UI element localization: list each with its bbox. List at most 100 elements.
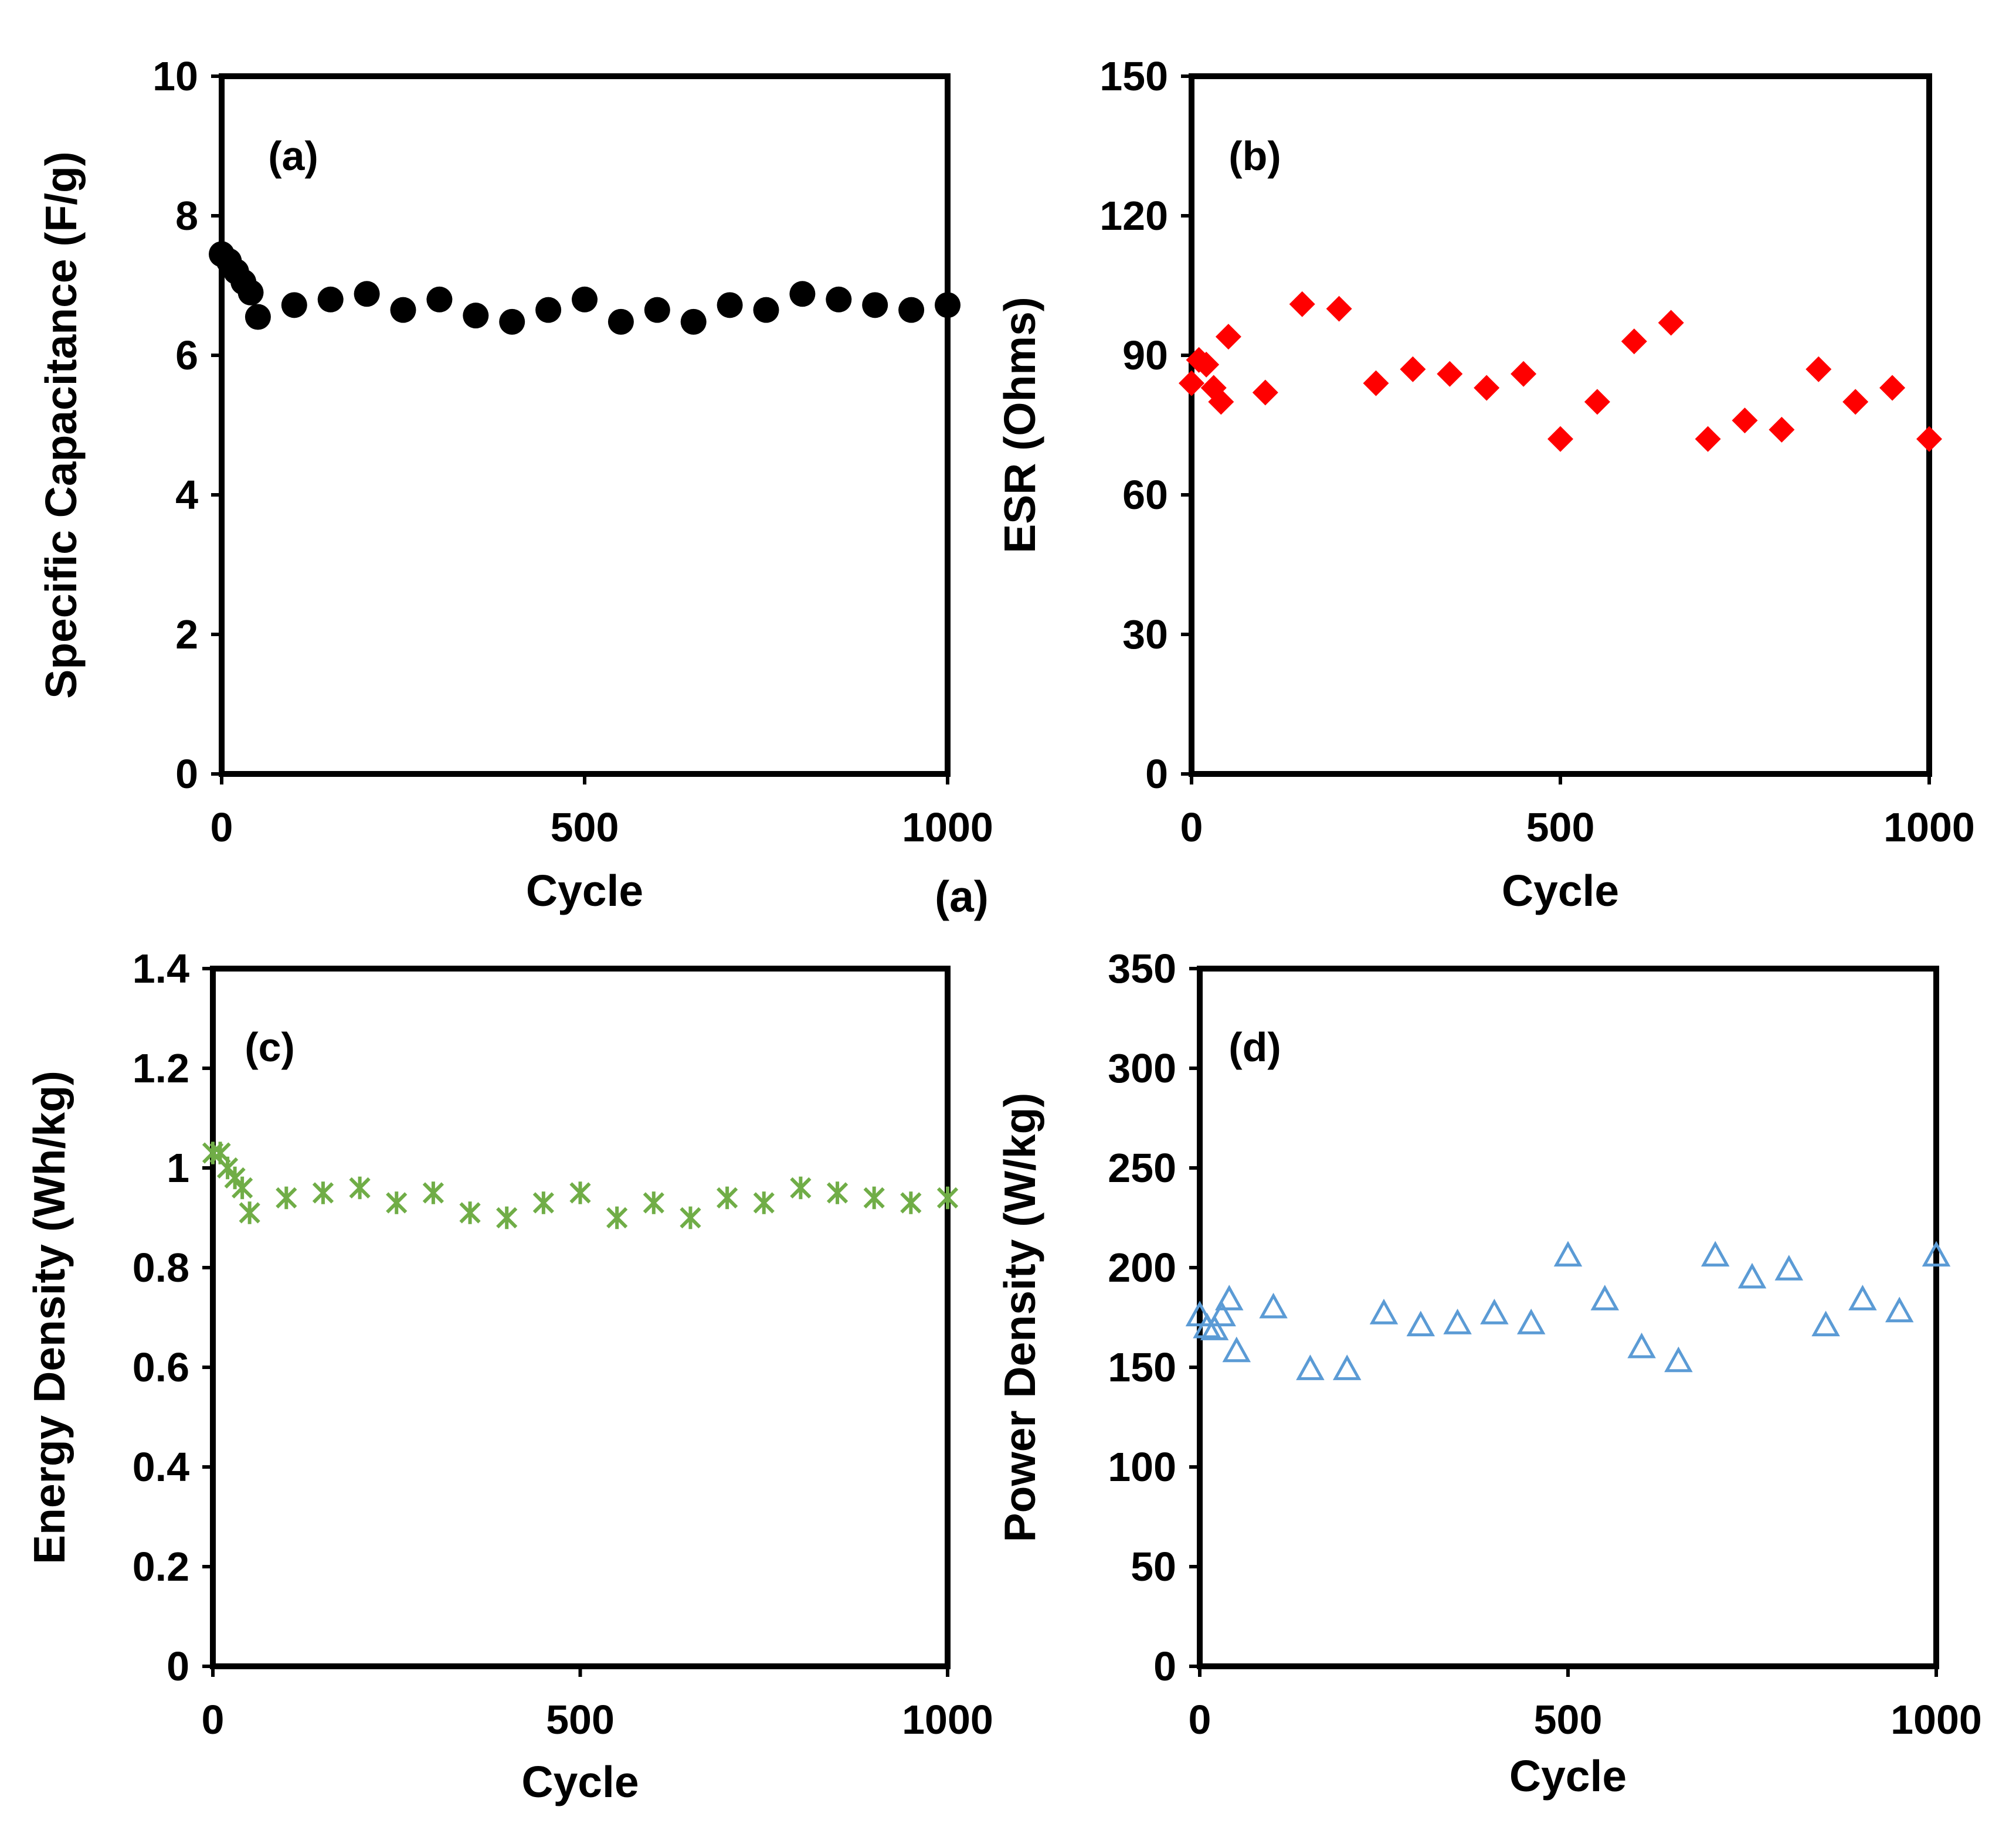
data-point [826, 286, 852, 313]
x-tick-label: 0 [1180, 804, 1203, 850]
data-point [1916, 426, 1942, 452]
data-point [680, 308, 707, 335]
data-point [459, 1201, 481, 1224]
y-axis-title-d: Power Density (W/kg) [995, 1093, 1044, 1543]
y-tick-label: 350 [1108, 946, 1176, 991]
chart-panel-b: 0 30 60 90 120 150 0 500 1000 Cycle ESR (Ohms) (b) [995, 53, 1975, 915]
data-point [1369, 1299, 1399, 1324]
x-axis-title-b: Cycle [1502, 866, 1619, 915]
y-tick-label: 120 [1099, 193, 1168, 239]
data-point [1879, 375, 1906, 401]
data-point [1215, 324, 1241, 350]
x-tick-label: 500 [546, 1697, 615, 1743]
data-point [422, 1181, 444, 1204]
data-point [1326, 296, 1352, 322]
data-point [499, 308, 525, 335]
y-tick-label: 0.8 [133, 1245, 189, 1290]
data-point [532, 1191, 554, 1214]
y-tick-label: 1.2 [133, 1045, 189, 1091]
data-point [1480, 1299, 1509, 1324]
y-tick-label: 0.2 [133, 1544, 189, 1590]
data-point [753, 1191, 775, 1214]
chart-panel-d: 0 50 100 150 200 250 300 350 0 500 1000 Cycle Power … [995, 946, 1982, 1801]
data-point [1208, 389, 1234, 415]
data-point [1737, 1262, 1767, 1289]
y-axis-title-a: Specific Capacitance (F/g) [36, 151, 86, 699]
data-point [1179, 370, 1204, 396]
data-point [1658, 310, 1684, 336]
data-series-d [1185, 1241, 1951, 1380]
data-point [1474, 375, 1500, 401]
data-point [1363, 370, 1389, 396]
data-point [426, 286, 453, 313]
panel-label-a: (a) [268, 133, 318, 179]
x-tick-label: 500 [1526, 804, 1595, 850]
data-point [354, 281, 380, 307]
x-tick-label: 500 [1534, 1697, 1603, 1743]
data-point [386, 1191, 408, 1214]
data-point [349, 1176, 371, 1200]
data-point [862, 292, 888, 318]
data-point [900, 1191, 922, 1214]
y-tick-label: 300 [1108, 1045, 1176, 1091]
x-tick-label: 1000 [1883, 804, 1975, 850]
y-tick-label: 1.4 [133, 946, 189, 991]
data-point [936, 1186, 959, 1210]
data-series-b [1179, 291, 1942, 452]
x-tick-label: 1000 [1891, 1697, 1982, 1743]
data-point [1732, 407, 1758, 434]
data-point [1695, 426, 1721, 452]
data-point [231, 1176, 253, 1200]
data-series-c [202, 1142, 959, 1230]
data-point [1805, 356, 1832, 382]
data-point [1252, 379, 1278, 406]
y-tick-label: 50 [1131, 1544, 1176, 1590]
x-tick-label: 1000 [902, 804, 993, 850]
chart-panel-c: 0 0.2 0.4 0.6 0.8 1 1.2 1.4 0 500 1000 Cycle Energy … [25, 946, 993, 1806]
data-point [1547, 426, 1573, 452]
y-axis-title-c: Energy Density (Wh/kg) [25, 1071, 74, 1564]
x-tick-label: 0 [202, 1697, 225, 1743]
y-tick-label: 0.4 [133, 1444, 189, 1490]
data-point [1296, 1354, 1325, 1380]
y-tick-label: 0 [1145, 751, 1168, 797]
data-point [1922, 1241, 1951, 1267]
y-tick-label: 0 [167, 1643, 189, 1689]
data-point [1842, 389, 1869, 415]
x-tick-label: 1000 [902, 1697, 993, 1743]
data-point [535, 297, 562, 323]
data-point [1443, 1309, 1472, 1334]
panel-label-d: (d) [1228, 1024, 1281, 1070]
data-point [790, 1176, 812, 1200]
data-point [390, 297, 416, 323]
data-point [1289, 291, 1315, 317]
x-axis-title-d: Cycle [1509, 1751, 1627, 1801]
y-tick-label: 30 [1122, 612, 1168, 657]
plot-frame-a [219, 73, 951, 777]
y-tick-label: 250 [1108, 1145, 1176, 1191]
data-point [606, 1206, 628, 1230]
y-tick-label: 0 [175, 751, 198, 797]
data-point [1207, 1300, 1236, 1327]
y-tick-label: 0.6 [133, 1344, 189, 1390]
data-point [1437, 361, 1463, 387]
data-point [1222, 1336, 1251, 1363]
y-tick-label: 8 [175, 193, 198, 239]
data-point [569, 1181, 591, 1204]
data-point [1774, 1255, 1804, 1281]
y-tick-label: 0 [1153, 1643, 1176, 1689]
data-point [1811, 1310, 1840, 1337]
data-series-a [209, 241, 961, 335]
data-point [1627, 1332, 1656, 1358]
data-point [863, 1186, 885, 1210]
data-point [281, 292, 307, 318]
plot-frame-b [1189, 73, 1932, 777]
data-point [717, 292, 743, 318]
data-point [1885, 1296, 1914, 1323]
data-point [753, 297, 779, 323]
y-tick-label: 200 [1108, 1245, 1176, 1290]
data-point [1511, 361, 1537, 387]
data-point [826, 1181, 849, 1204]
data-point [1332, 1354, 1362, 1380]
